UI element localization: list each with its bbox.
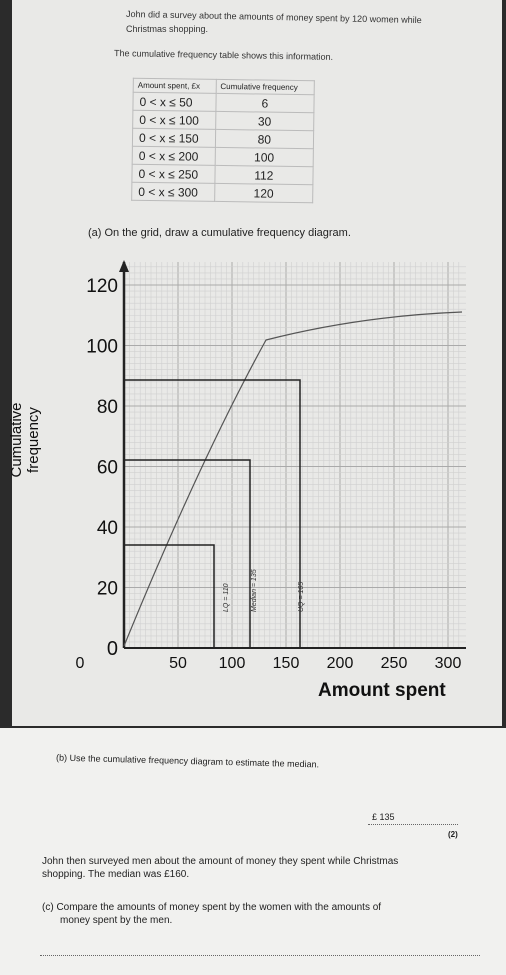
worksheet-bottom bbox=[0, 728, 506, 975]
x-tick-label: 0 bbox=[76, 655, 85, 672]
cf-curve bbox=[123, 311, 463, 647]
x-tick-label: 300 bbox=[435, 655, 462, 672]
uq-guide-line bbox=[124, 379, 301, 648]
question-c-line-1: (c) Compare the amounts of money spent b… bbox=[42, 902, 382, 913]
x-axis-label: Amount spent bbox=[318, 680, 446, 701]
table-row: 0 < x ≤ 300 120 bbox=[131, 182, 313, 203]
men-text-line-1: John then surveyed men about the amount … bbox=[42, 856, 399, 867]
range-cell: 0 < x ≤ 100 bbox=[132, 110, 216, 130]
intro-line-2: Christmas shopping. bbox=[126, 24, 209, 34]
y-axis-label: Cumulative frequency bbox=[8, 380, 42, 500]
answer-dotted-line bbox=[40, 955, 480, 956]
x-tick-label: 200 bbox=[327, 655, 354, 672]
x-tick-label: 250 bbox=[381, 655, 408, 672]
x-tick-label: 100 bbox=[219, 655, 246, 672]
cf-cell: 30 bbox=[215, 111, 314, 131]
lq-guide-line bbox=[124, 544, 215, 648]
y-tick-label: 0 bbox=[107, 638, 118, 660]
axes bbox=[119, 260, 466, 649]
cumulative-frequency-grid: 0 20 40 60 80 100 120 0 50 100 150 200 250 300 LQ = 11… bbox=[76, 260, 466, 672]
range-cell: 0 < x ≤ 50 bbox=[132, 92, 216, 112]
y-tick-label: 100 bbox=[86, 337, 118, 358]
answer-line bbox=[368, 824, 458, 825]
y-axis-arrow-icon bbox=[119, 260, 129, 272]
median-guide-line bbox=[124, 459, 251, 648]
cf-cell: 6 bbox=[215, 93, 315, 113]
cf-cell: 120 bbox=[214, 183, 313, 203]
range-cell: 0 < x ≤ 200 bbox=[132, 146, 216, 166]
marks-b: (2) bbox=[448, 830, 458, 839]
cf-cell: 112 bbox=[214, 165, 314, 185]
header-cf: Cumulative frequency bbox=[215, 79, 315, 95]
quartile-annotation: Median = 135 bbox=[251, 569, 258, 612]
y-tick-label: 20 bbox=[97, 579, 118, 600]
range-cell: 0 < x ≤ 300 bbox=[131, 182, 215, 202]
grid-lines bbox=[123, 262, 466, 649]
question-a: (a) On the grid, draw a cumulative frequ… bbox=[88, 227, 351, 239]
x-tick-label: 50 bbox=[169, 655, 187, 672]
y-tick-label: 40 bbox=[97, 518, 118, 539]
answer-b: £ 135 bbox=[372, 812, 395, 822]
student-drawing bbox=[123, 311, 463, 648]
y-tick-label: 120 bbox=[86, 276, 118, 297]
cf-cell: 100 bbox=[214, 147, 314, 167]
y-tick-label: 60 bbox=[97, 458, 118, 479]
tick-labels: 0 20 40 60 80 100 120 0 50 100 150 200 250 300 LQ = 11… bbox=[76, 276, 462, 672]
men-text-line-2: shopping. The median was £160. bbox=[42, 869, 190, 880]
header-amount: Amount spent, £x bbox=[133, 78, 217, 94]
x-tick-label: 150 bbox=[273, 655, 300, 672]
cf-cell: 80 bbox=[215, 129, 314, 149]
quartile-annotation: LQ = 110 bbox=[223, 583, 230, 612]
cumulative-frequency-table: Amount spent, £x Cumulative frequency 0 … bbox=[131, 78, 315, 204]
y-axis-label-line-1: Cumulative bbox=[8, 402, 25, 478]
range-cell: 0 < x ≤ 250 bbox=[131, 164, 215, 184]
y-tick-label: 80 bbox=[97, 397, 118, 418]
question-c-line-2: money spent by the men. bbox=[60, 915, 173, 926]
worksheet-top bbox=[12, 0, 502, 726]
range-cell: 0 < x ≤ 150 bbox=[132, 128, 216, 148]
quartile-annotation: UQ = 165 bbox=[298, 582, 305, 612]
y-axis-label-line-2: frequency bbox=[25, 407, 42, 473]
